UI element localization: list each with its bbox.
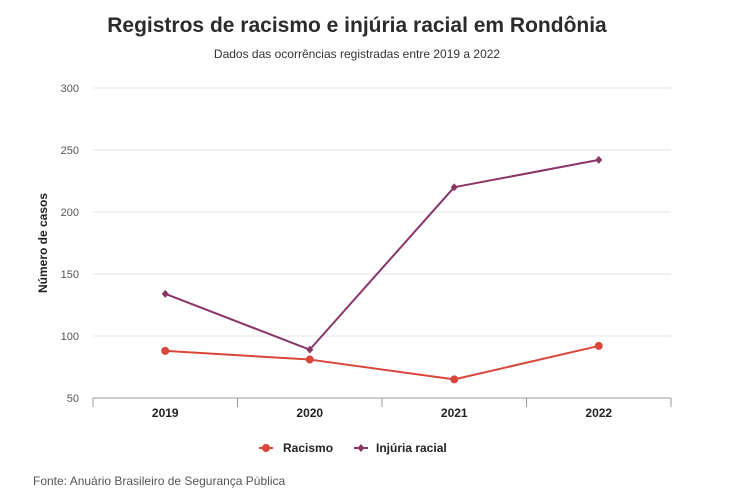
legend-label: Racismo [283, 441, 333, 455]
x-tick-label: 2020 [296, 406, 323, 420]
series-line [164, 158, 599, 351]
data-point [594, 341, 603, 350]
y-axis-ticks: 50 100 150 200 250 300 [61, 83, 79, 405]
data-point [161, 346, 170, 355]
legend-marker [357, 444, 365, 452]
y-tick-label: 150 [61, 269, 79, 281]
data-point [305, 355, 314, 364]
y-tick-label: 250 [61, 145, 79, 157]
data-point [306, 345, 314, 354]
y-axis-label: Número de casos [36, 193, 50, 293]
data-point [450, 183, 458, 192]
y-tick-label: 100 [61, 331, 79, 343]
y-tick-label: 200 [61, 207, 79, 219]
series-group [161, 155, 603, 384]
data-point [595, 155, 603, 164]
grid-lines [93, 87, 671, 337]
chart-title: Registros de racismo e injúria racial em… [107, 14, 607, 37]
y-tick-label: 50 [67, 393, 79, 405]
legend-label: Injúria racial [376, 441, 447, 455]
series-line [165, 344, 599, 381]
y-tick-label: 300 [61, 83, 79, 95]
source-note: Fonte: Anuário Brasileiro de Segurança P… [33, 474, 286, 488]
legend-marker [262, 444, 270, 452]
legend[interactable]: Racismo Injúria racial [259, 441, 447, 455]
data-point [450, 375, 459, 384]
x-tick-label: 2021 [441, 406, 468, 420]
data-point [161, 289, 169, 298]
x-tick-label: 2022 [585, 406, 612, 420]
x-axis: 2019 2020 2021 2022 [92, 397, 672, 420]
x-tick-label: 2019 [152, 406, 179, 420]
chart-subtitle: Dados das ocorrências registradas entre … [213, 47, 501, 61]
